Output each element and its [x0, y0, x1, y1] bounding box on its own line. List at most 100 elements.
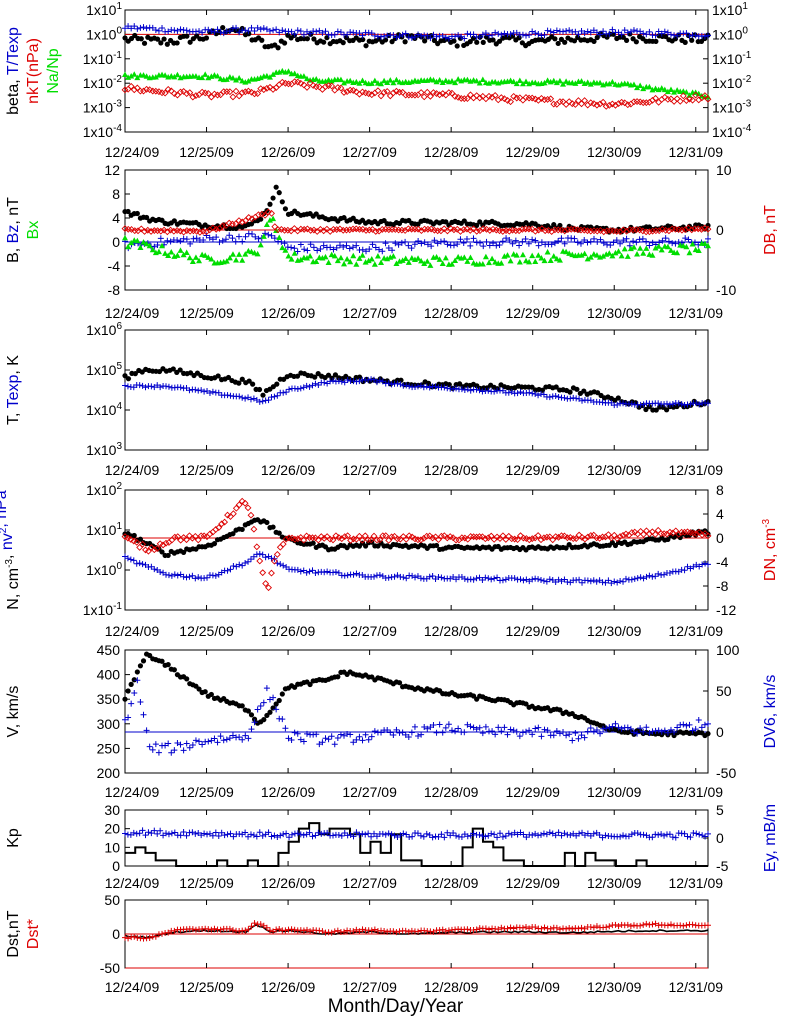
data-point — [307, 681, 313, 688]
data-point — [426, 532, 434, 540]
y-tick-label-right: 0 — [716, 830, 724, 846]
data-point — [242, 233, 249, 240]
data-point — [148, 830, 155, 837]
data-point — [555, 576, 562, 583]
data-point — [634, 575, 641, 582]
data-point — [250, 832, 257, 839]
data-point — [262, 580, 270, 587]
data-point — [473, 926, 480, 933]
data-point — [693, 830, 700, 837]
data-point — [365, 830, 372, 837]
data-point — [550, 77, 557, 84]
data-point — [408, 729, 415, 736]
data-point — [507, 31, 514, 38]
data-point — [541, 726, 548, 733]
data-point — [675, 400, 682, 407]
y-axis-title-right: DB, nT — [762, 205, 779, 255]
data-point — [300, 927, 307, 934]
data-point — [155, 27, 162, 34]
data-point — [319, 928, 326, 935]
y-axis-title: T, Texp, K — [5, 355, 22, 425]
data-point — [229, 251, 236, 257]
data-point — [192, 575, 199, 582]
data-point — [285, 68, 292, 74]
data-point — [122, 373, 128, 379]
data-point — [476, 34, 483, 41]
data-point — [230, 531, 236, 537]
data-point — [327, 378, 334, 385]
data-point — [581, 250, 588, 257]
data-point — [615, 923, 622, 930]
y-tick-label-right: -12 — [716, 602, 736, 618]
data-point — [553, 727, 560, 734]
data-point — [476, 831, 483, 838]
data-point — [353, 570, 360, 577]
data-point — [378, 259, 385, 266]
data-point — [314, 536, 322, 544]
data-point — [180, 534, 188, 541]
data-point — [414, 383, 421, 390]
data-point — [498, 924, 505, 931]
data-point — [531, 95, 539, 103]
data-point — [265, 584, 272, 592]
data-point — [403, 831, 410, 838]
data-point — [159, 541, 167, 549]
data-point — [518, 225, 526, 233]
data-point — [584, 239, 591, 246]
data-point — [350, 252, 357, 259]
data-point — [306, 829, 313, 836]
x-date-label: 12/26/09 — [261, 623, 316, 639]
data-point — [359, 252, 366, 258]
data-point — [526, 389, 533, 396]
data-point — [667, 86, 674, 93]
data-point — [679, 92, 687, 100]
data-point — [222, 236, 229, 243]
data-point — [643, 920, 650, 927]
data-point — [674, 32, 681, 39]
data-point — [167, 238, 174, 245]
x-date-label: 12/31/09 — [669, 784, 724, 800]
data-point — [239, 736, 246, 743]
data-point — [162, 250, 169, 256]
y-tick-label: 50 — [104, 892, 120, 908]
data-point — [658, 85, 665, 91]
data-point — [254, 90, 262, 97]
data-point — [646, 83, 653, 90]
data-point — [239, 238, 246, 245]
data-point — [335, 674, 341, 680]
data-point — [122, 35, 128, 41]
data-point — [268, 833, 275, 840]
y-tick-label: 1x101 — [86, 521, 122, 538]
data-point — [470, 830, 477, 837]
data-point — [464, 721, 471, 728]
data-point — [600, 240, 607, 247]
y-tick-label: 200 — [97, 765, 121, 781]
y-axis-title-2: nkT(nPa) — [25, 38, 42, 104]
data-point — [356, 255, 363, 261]
data-point — [250, 525, 258, 533]
data-point — [368, 91, 376, 99]
x-date-label: 12/25/09 — [179, 305, 234, 321]
data-point — [555, 393, 562, 400]
data-point — [334, 257, 341, 264]
data-point — [393, 76, 400, 83]
data-point — [584, 28, 591, 35]
data-point — [238, 89, 246, 97]
data-point — [227, 566, 234, 573]
data-point — [335, 378, 342, 385]
data-point — [435, 574, 442, 581]
data-point — [362, 731, 369, 738]
data-point — [268, 555, 275, 562]
data-point — [550, 29, 557, 36]
x-date-label: 12/25/09 — [179, 979, 234, 995]
data-point — [566, 924, 573, 931]
data-point — [624, 724, 631, 731]
data-point — [479, 92, 487, 100]
data-point — [362, 831, 369, 838]
y-tick-label-right: 1x10-1 — [712, 50, 752, 67]
data-point — [291, 245, 298, 252]
data-point — [276, 530, 282, 536]
data-point — [408, 255, 415, 261]
data-point — [137, 663, 144, 669]
data-point — [156, 368, 163, 375]
